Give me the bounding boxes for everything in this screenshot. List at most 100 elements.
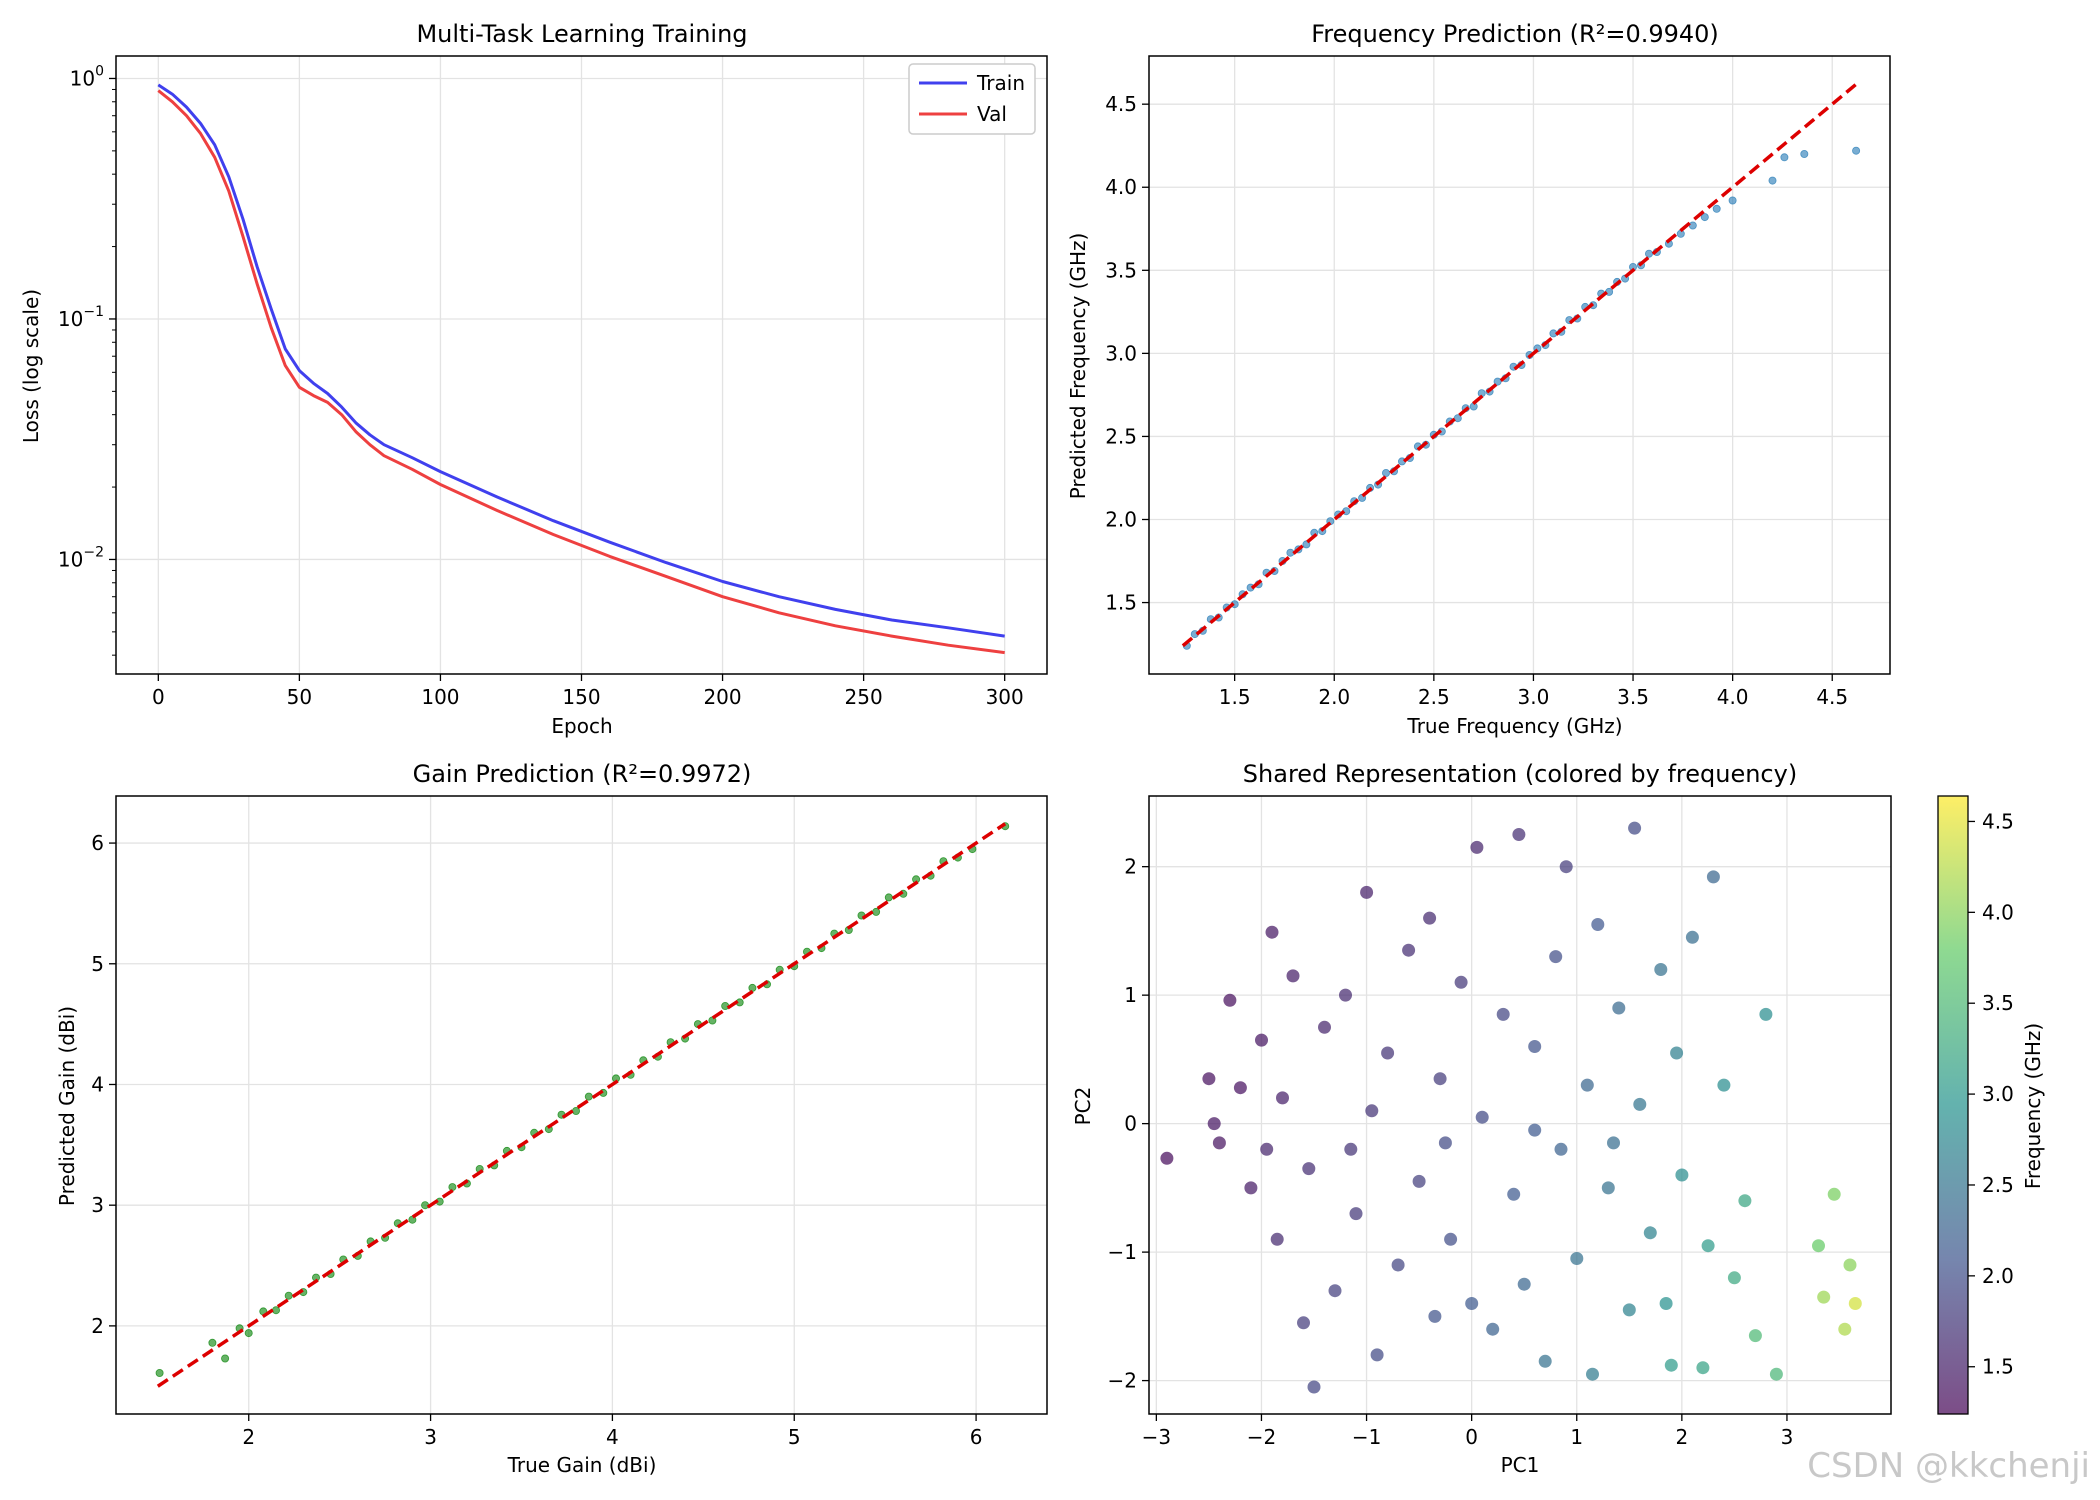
scatter-point bbox=[1365, 1104, 1379, 1118]
scatter-point bbox=[1423, 911, 1437, 925]
legend-train-label: Train bbox=[976, 71, 1025, 95]
x-tick-label: 2.0 bbox=[1318, 685, 1350, 709]
y-tick-label: 10−2 bbox=[58, 544, 104, 571]
scatter-point bbox=[1827, 1187, 1841, 1201]
loss-chart-xlabel: Epoch bbox=[551, 714, 612, 738]
plot-frame bbox=[115, 795, 1048, 1415]
scatter-point bbox=[1297, 1316, 1310, 1330]
scatter-point bbox=[1717, 1078, 1731, 1092]
colorbar: 1.5 2.0 2.5 3.0 3.5 4.0 4.5 bbox=[1937, 795, 2014, 1415]
scatter-point bbox=[1748, 1329, 1762, 1343]
scatter-point bbox=[1493, 377, 1502, 386]
scatter-point bbox=[1233, 1081, 1247, 1095]
scatter-point bbox=[1570, 1252, 1584, 1265]
gain-chart: Gain Prediction (R²=0.9972) True Gain (d… bbox=[55, 760, 1048, 1477]
frequency-chart-axes: 1.5 2.0 2.5 3.0 3.5 4.0 4.5 1.5 2.0 2.5 3.0 3.5 4.0 4… bbox=[1105, 55, 1891, 709]
x-tick-label: 4 bbox=[606, 1425, 619, 1449]
scatter-point bbox=[884, 893, 893, 902]
scatter-point bbox=[244, 1329, 253, 1338]
scatter-point bbox=[1454, 975, 1468, 989]
frequency-chart-plot bbox=[1181, 82, 1861, 650]
scatter-point bbox=[1223, 993, 1237, 1007]
scatter-point bbox=[1586, 1367, 1599, 1381]
scatter-point bbox=[1244, 1181, 1258, 1195]
loss-chart: Multi-Task Learning Training Epoch Loss … bbox=[19, 20, 1048, 738]
y-tick-label: 0 bbox=[1124, 1112, 1137, 1136]
scatter-point bbox=[1659, 1297, 1673, 1310]
scatter-point bbox=[1402, 943, 1416, 957]
pca-chart-axes: −3 −2 −1 0 1 2 3 −2 −1 0 1 2 bbox=[1108, 795, 1892, 1449]
colorbar-tick-label: 4.0 bbox=[1982, 900, 2014, 924]
scatter-point bbox=[1255, 1033, 1268, 1047]
scatter-point bbox=[208, 1338, 217, 1347]
scatter-point bbox=[1344, 1142, 1358, 1156]
scatter-point bbox=[1370, 1348, 1384, 1362]
scatter-point bbox=[1276, 1091, 1289, 1105]
scatter-point bbox=[1654, 963, 1668, 976]
scatter-point bbox=[748, 983, 757, 992]
scatter-point bbox=[1645, 249, 1654, 258]
y-tick-label: 100 bbox=[70, 63, 104, 90]
y-tick-label: 2 bbox=[1124, 855, 1137, 879]
scatter-point bbox=[1444, 1232, 1458, 1246]
loss-chart-grid bbox=[116, 56, 1047, 674]
frequency-chart-grid bbox=[1149, 56, 1890, 674]
x-tick-label: −2 bbox=[1247, 1425, 1276, 1449]
x-tick-label: 6 bbox=[970, 1425, 983, 1449]
scatter-point bbox=[1612, 1001, 1626, 1015]
scatter-point bbox=[1706, 870, 1720, 884]
scatter-point bbox=[221, 1354, 230, 1363]
gain-chart-plot bbox=[155, 822, 1010, 1388]
series-line-val bbox=[157, 89, 1005, 655]
x-tick-label: 3 bbox=[424, 1425, 437, 1449]
scatter-point bbox=[1843, 1258, 1857, 1272]
gain-chart-axes: 2 3 4 5 6 2 3 4 5 6 bbox=[91, 795, 1048, 1449]
scatter-point bbox=[1470, 840, 1484, 854]
x-tick-label: 5 bbox=[788, 1425, 801, 1449]
legend-val-label: Val bbox=[977, 102, 1007, 126]
colorbar-tick-label: 1.5 bbox=[1982, 1355, 2014, 1379]
watermark: CSDN @kkchenji bbox=[1807, 1446, 2090, 1486]
scatter-point bbox=[1328, 1284, 1342, 1298]
scatter-point bbox=[1339, 988, 1352, 1002]
scatter-point bbox=[1633, 1097, 1647, 1111]
y-tick-label: 2.0 bbox=[1105, 508, 1137, 532]
frequency-chart-xlabel: True Frequency (GHz) bbox=[1406, 714, 1622, 738]
scatter-point bbox=[1512, 828, 1526, 841]
scatter-point bbox=[1759, 1007, 1773, 1021]
x-tick-label: 3.0 bbox=[1518, 685, 1550, 709]
y-tick-label: 3.0 bbox=[1105, 341, 1137, 365]
scatter-point bbox=[1318, 1020, 1331, 1034]
scatter-point bbox=[1202, 1072, 1216, 1086]
scatter-point bbox=[1465, 1297, 1479, 1310]
scatter-point bbox=[1549, 950, 1563, 964]
scatter-point bbox=[1643, 1226, 1657, 1240]
y-tick-label: 1.5 bbox=[1105, 591, 1137, 615]
colorbar-bar bbox=[1937, 795, 1969, 1415]
scatter-point bbox=[1688, 221, 1697, 230]
scatter-point bbox=[1664, 1358, 1678, 1372]
scatter-point bbox=[1685, 930, 1699, 944]
scatter-point bbox=[1817, 1290, 1831, 1304]
scatter-point bbox=[1712, 204, 1721, 213]
gain-chart-title: Gain Prediction (R²=0.9972) bbox=[413, 760, 752, 788]
x-tick-label: 1 bbox=[1570, 1425, 1583, 1449]
gain-chart-grid bbox=[116, 796, 1047, 1414]
colorbar-tick-label: 2.0 bbox=[1982, 1264, 2014, 1288]
scatter-point bbox=[1428, 1309, 1442, 1323]
scatter-point bbox=[1769, 1367, 1783, 1381]
scatter-point bbox=[1528, 1040, 1542, 1053]
frequency-chart-title: Frequency Prediction (R²=0.9940) bbox=[1311, 20, 1719, 48]
scatter-point bbox=[1302, 1162, 1316, 1176]
scatter-point bbox=[1286, 969, 1300, 983]
scatter-point bbox=[1207, 1117, 1221, 1131]
x-tick-label: 0 bbox=[152, 685, 165, 709]
scatter-point bbox=[1475, 1110, 1489, 1124]
loss-chart-title: Multi-Task Learning Training bbox=[416, 20, 747, 48]
scatter-point bbox=[1780, 153, 1789, 162]
x-tick-label: 2.5 bbox=[1418, 685, 1450, 709]
y-tick-label: 10−1 bbox=[58, 304, 104, 331]
scatter-point bbox=[1838, 1322, 1852, 1336]
scatter-point bbox=[1670, 1046, 1684, 1060]
